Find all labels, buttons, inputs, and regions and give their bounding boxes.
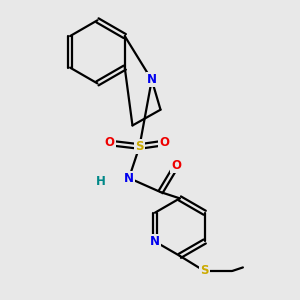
Text: O: O [159, 136, 169, 149]
Text: N: N [147, 74, 157, 86]
Text: N: N [124, 172, 134, 184]
Text: O: O [105, 136, 115, 149]
Text: O: O [171, 159, 181, 172]
Text: H: H [96, 175, 106, 188]
Text: S: S [200, 264, 208, 278]
Text: S: S [135, 140, 144, 153]
Text: N: N [150, 235, 160, 248]
